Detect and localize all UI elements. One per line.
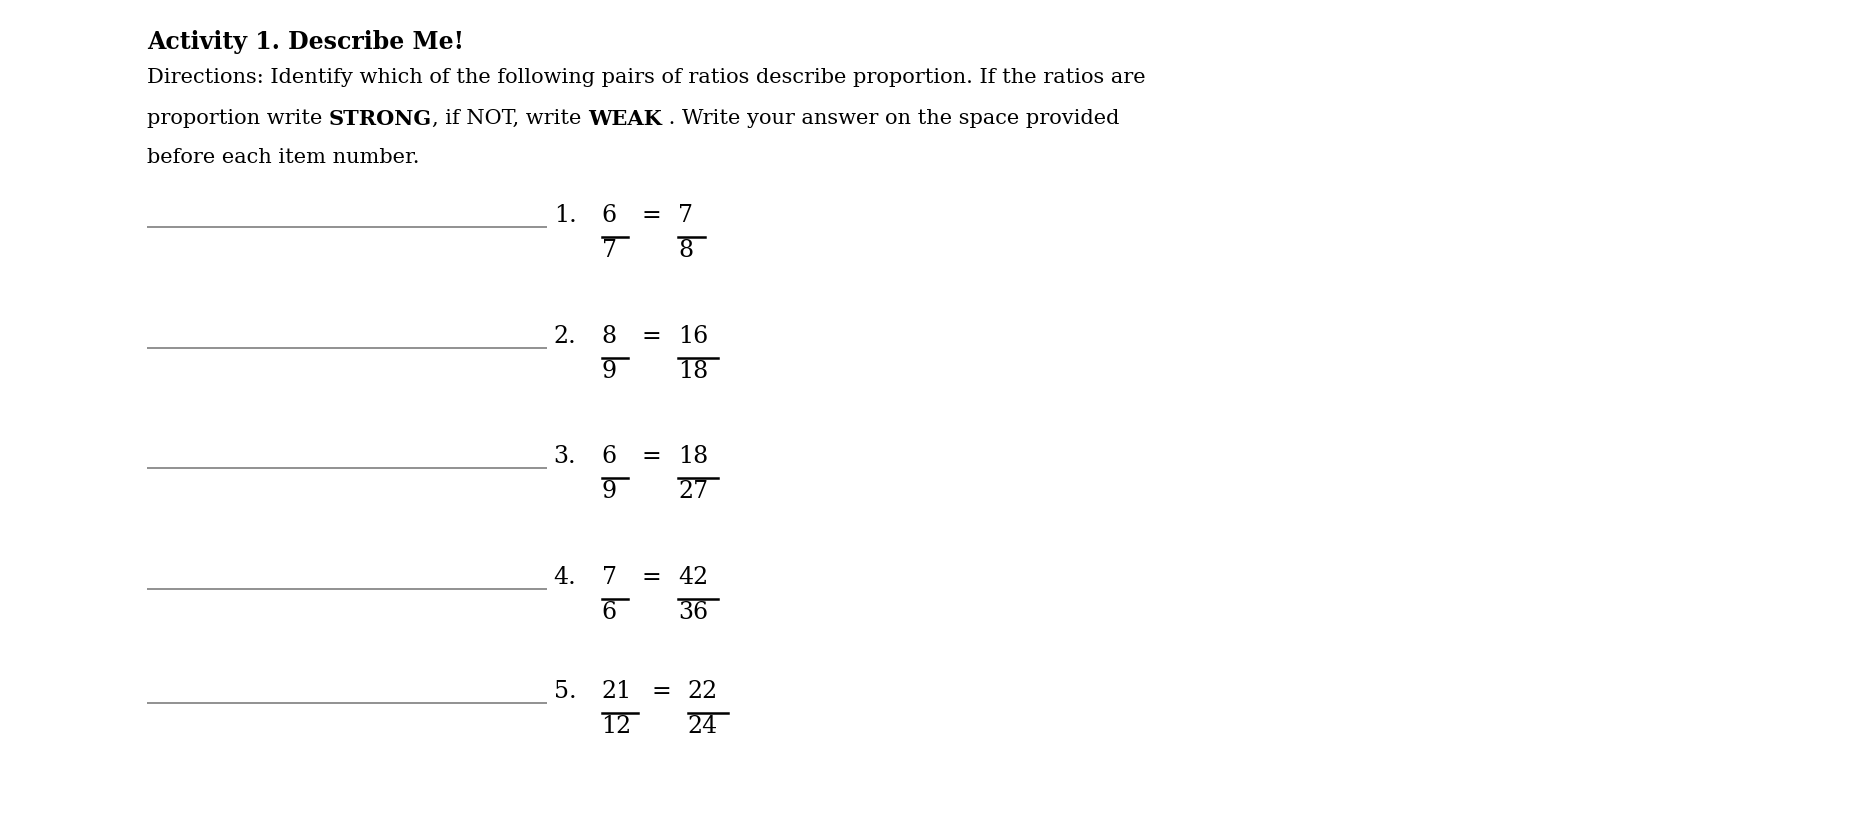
Text: 4.: 4. [554,566,577,589]
Text: 6: 6 [601,445,618,468]
Text: 36: 36 [679,601,709,624]
Text: proportion write: proportion write [147,108,329,127]
Text: 8: 8 [679,239,694,262]
Text: 8: 8 [601,324,618,347]
Text: , if NOT, write: , if NOT, write [432,108,588,127]
Text: 27: 27 [679,480,709,504]
Text: 18: 18 [679,360,709,383]
Text: =: = [642,324,662,347]
Text: =: = [642,445,662,468]
Text: STRONG: STRONG [329,108,432,128]
Text: WEAK: WEAK [588,108,662,128]
Text: 1.: 1. [554,204,577,227]
Text: =: = [642,204,662,227]
Text: 7: 7 [679,204,694,227]
Text: 22: 22 [688,681,718,703]
Text: 24: 24 [688,715,718,739]
Text: 7: 7 [601,239,616,262]
Text: 21: 21 [601,681,632,703]
Text: 16: 16 [679,324,709,347]
Text: 9: 9 [601,480,618,504]
Text: 2.: 2. [554,324,577,347]
Text: Directions: Identify which of the following pairs of ratios describe proportion.: Directions: Identify which of the follow… [147,69,1146,88]
Text: 9: 9 [601,360,618,383]
Text: 7: 7 [601,566,616,589]
Text: =: = [651,681,671,703]
Text: 5.: 5. [554,681,577,703]
Text: 42: 42 [679,566,709,589]
Text: 6: 6 [601,601,618,624]
Text: Activity 1. Describe Me!: Activity 1. Describe Me! [147,30,463,54]
Text: 18: 18 [679,445,709,468]
Text: . Write your answer on the space provided: . Write your answer on the space provide… [662,108,1120,127]
Text: 3.: 3. [554,445,577,468]
Text: 12: 12 [601,715,632,739]
Text: before each item number.: before each item number. [147,148,420,167]
Text: =: = [642,566,662,589]
Text: 6: 6 [601,204,618,227]
